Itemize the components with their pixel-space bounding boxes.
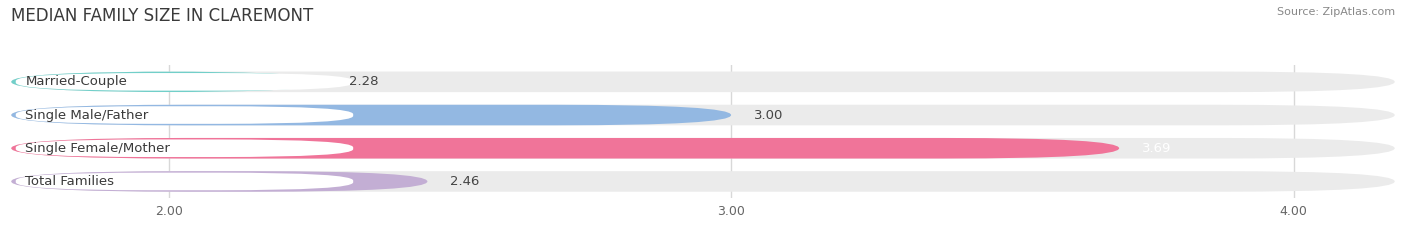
Text: MEDIAN FAMILY SIZE IN CLAREMONT: MEDIAN FAMILY SIZE IN CLAREMONT	[11, 7, 314, 25]
FancyBboxPatch shape	[11, 105, 1395, 125]
Text: 2.46: 2.46	[450, 175, 479, 188]
FancyBboxPatch shape	[15, 73, 353, 91]
FancyBboxPatch shape	[11, 171, 1395, 192]
Text: Total Families: Total Families	[25, 175, 114, 188]
Text: 2.28: 2.28	[349, 75, 378, 88]
FancyBboxPatch shape	[15, 106, 353, 124]
FancyBboxPatch shape	[11, 72, 1395, 92]
Text: Single Male/Father: Single Male/Father	[25, 109, 149, 122]
FancyBboxPatch shape	[11, 72, 326, 92]
Text: 3.00: 3.00	[754, 109, 783, 122]
Text: Source: ZipAtlas.com: Source: ZipAtlas.com	[1277, 7, 1395, 17]
Text: Married-Couple: Married-Couple	[25, 75, 127, 88]
Text: 3.69: 3.69	[1142, 142, 1171, 155]
Text: Single Female/Mother: Single Female/Mother	[25, 142, 170, 155]
FancyBboxPatch shape	[15, 173, 353, 190]
FancyBboxPatch shape	[11, 171, 427, 192]
FancyBboxPatch shape	[15, 139, 353, 157]
FancyBboxPatch shape	[11, 138, 1395, 158]
FancyBboxPatch shape	[11, 138, 1119, 158]
FancyBboxPatch shape	[11, 105, 731, 125]
